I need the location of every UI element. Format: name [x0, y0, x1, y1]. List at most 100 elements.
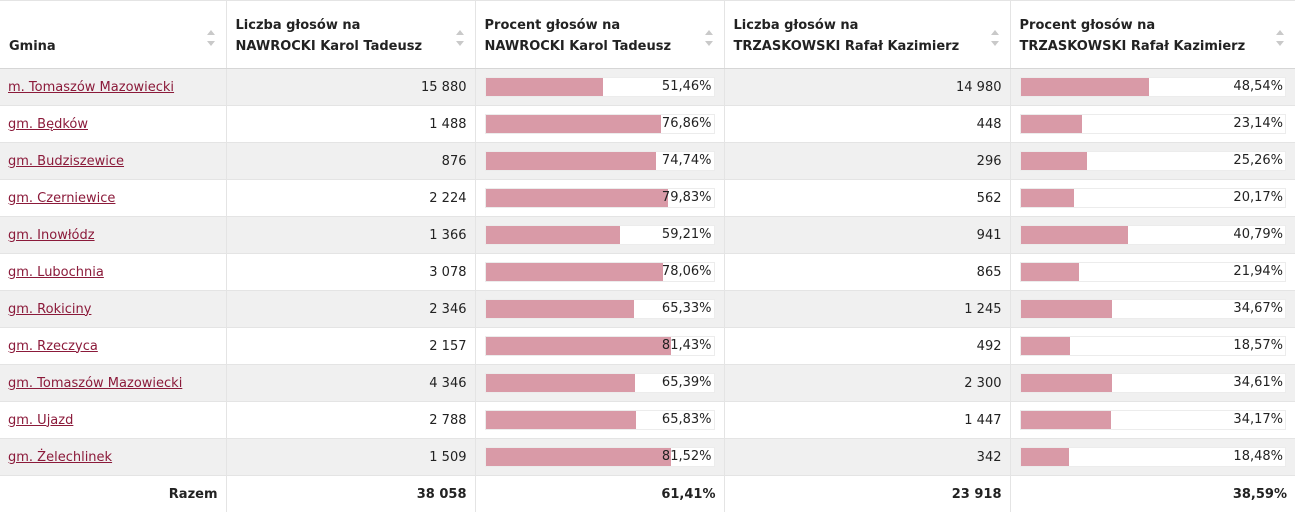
- gmina-cell: gm. Żelechlinek: [0, 438, 227, 476]
- total-percent-nawrocki: 61,41%: [475, 475, 725, 512]
- table-footer: Razem 38 058 61,41% 23 918 38,59%: [0, 475, 1295, 512]
- votes-nawrocki-cell: 876: [226, 142, 476, 180]
- percent-label: 25,26%: [1233, 153, 1283, 168]
- percent-bar: 51,46%: [484, 77, 715, 97]
- votes-nawrocki-cell: 1 488: [226, 105, 476, 143]
- percent-label: 40,79%: [1233, 227, 1283, 242]
- percent-bar-fill: [485, 226, 621, 244]
- votes-trzaskowski-cell: 941: [724, 216, 1011, 254]
- table-row: gm. Ujazd 2 788 65,83% 1 447 34,17%: [0, 401, 1295, 439]
- header-percent-trzaskowski[interactable]: Procent głosów na TRZASKOWSKI Rafał Kazim…: [1010, 0, 1295, 69]
- percent-label: 76,86%: [661, 116, 712, 131]
- percent-bar-fill: [485, 263, 664, 281]
- percent-bar-fill: [1020, 337, 1070, 355]
- percent-bar: 65,33%: [484, 299, 715, 319]
- table-row: gm. Budziszewice 876 74,74% 296 25,26%: [0, 142, 1295, 180]
- percent-bar-fill: [485, 374, 635, 392]
- votes-trzaskowski-cell: 296: [724, 142, 1011, 180]
- percent-bar-fill: [1020, 189, 1074, 207]
- percent-bar-fill: [1020, 448, 1070, 466]
- percent-bar-fill: [485, 152, 656, 170]
- percent-bar-fill: [485, 337, 672, 355]
- percent-label: 23,14%: [1233, 116, 1283, 131]
- percent-trzaskowski-cell: 21,94%: [1010, 253, 1295, 291]
- percent-trzaskowski-cell: 20,17%: [1010, 179, 1295, 217]
- gmina-link[interactable]: gm. Ujazd: [8, 412, 74, 428]
- percent-label: 81,43%: [661, 338, 712, 353]
- percent-bar: 74,74%: [484, 151, 715, 171]
- header-gmina[interactable]: Gmina: [0, 0, 227, 69]
- gmina-link[interactable]: m. Tomaszów Mazowiecki: [8, 79, 175, 95]
- gmina-cell: m. Tomaszów Mazowiecki: [0, 68, 227, 106]
- gmina-cell: gm. Rzeczyca: [0, 327, 227, 365]
- percent-bar-fill: [1020, 300, 1113, 318]
- votes-nawrocki-cell: 4 346: [226, 364, 476, 402]
- votes-trzaskowski-cell: 14 980: [724, 68, 1011, 106]
- column-header-label: Procent głosów na: [1019, 18, 1156, 33]
- percent-bar: 18,48%: [1019, 447, 1286, 467]
- gmina-link[interactable]: gm. Inowłódz: [8, 227, 95, 243]
- gmina-cell: gm. Ujazd: [0, 401, 227, 439]
- percent-bar: 21,94%: [1019, 262, 1286, 282]
- gmina-link[interactable]: gm. Żelechlinek: [8, 449, 113, 465]
- percent-label: 81,52%: [661, 449, 712, 464]
- votes-nawrocki-cell: 3 078: [226, 253, 476, 291]
- gmina-link[interactable]: gm. Czerniewice: [8, 190, 116, 206]
- total-label: Razem: [0, 475, 227, 512]
- percent-label: 34,67%: [1233, 301, 1283, 316]
- sort-icon[interactable]: [990, 30, 999, 46]
- percent-bar-fill: [1020, 374, 1113, 392]
- percent-bar: 34,61%: [1019, 373, 1286, 393]
- table-row: gm. Czerniewice 2 224 79,83% 562 20,17%: [0, 179, 1295, 217]
- gmina-link[interactable]: gm. Budziszewice: [8, 153, 125, 169]
- column-header-label: Procent głosów na: [484, 18, 621, 33]
- percent-bar: 34,67%: [1019, 299, 1286, 319]
- gmina-link[interactable]: gm. Będków: [8, 116, 88, 132]
- sort-icon[interactable]: [455, 30, 464, 46]
- percent-bar-fill: [1020, 78, 1149, 96]
- gmina-cell: gm. Tomaszów Mazowiecki: [0, 364, 227, 402]
- percent-label: 48,54%: [1233, 79, 1283, 94]
- percent-bar-fill: [485, 300, 635, 318]
- column-header-label: Liczba głosów na: [733, 18, 859, 33]
- percent-bar: 25,26%: [1019, 151, 1286, 171]
- column-header-label: Gmina: [9, 39, 56, 54]
- votes-trzaskowski-cell: 562: [724, 179, 1011, 217]
- gmina-link[interactable]: gm. Lubochnia: [8, 264, 104, 280]
- gmina-link[interactable]: gm. Tomaszów Mazowiecki: [8, 375, 183, 391]
- header-percent-nawrocki[interactable]: Procent głosów na NAWROCKI Karol Tadeusz: [475, 0, 725, 69]
- percent-label: 34,61%: [1233, 375, 1283, 390]
- votes-nawrocki-cell: 2 788: [226, 401, 476, 439]
- percent-bar: 81,43%: [484, 336, 715, 356]
- header-votes-nawrocki[interactable]: Liczba głosów na NAWROCKI Karol Tadeusz: [226, 0, 476, 69]
- votes-nawrocki-cell: 15 880: [226, 68, 476, 106]
- column-header-label: TRZASKOWSKI Rafał Kazimierz: [733, 39, 960, 54]
- percent-label: 79,83%: [661, 190, 712, 205]
- header-votes-trzaskowski[interactable]: Liczba głosów na TRZASKOWSKI Rafał Kazimi…: [724, 0, 1011, 69]
- percent-trzaskowski-cell: 48,54%: [1010, 68, 1295, 106]
- percent-nawrocki-cell: 74,74%: [475, 142, 725, 180]
- gmina-link[interactable]: gm. Rokiciny: [8, 301, 92, 317]
- percent-label: 65,83%: [661, 412, 712, 427]
- gmina-cell: gm. Inowłódz: [0, 216, 227, 254]
- percent-label: 78,06%: [661, 264, 712, 279]
- percent-bar: 20,17%: [1019, 188, 1286, 208]
- votes-nawrocki-cell: 2 224: [226, 179, 476, 217]
- table-header: Gmina Liczba głosów na NAWROCKI Karol Tade…: [0, 0, 1295, 69]
- percent-label: 65,39%: [661, 375, 712, 390]
- sort-icon[interactable]: [704, 30, 713, 46]
- total-votes-nawrocki: 38 058: [226, 475, 476, 512]
- percent-trzaskowski-cell: 34,67%: [1010, 290, 1295, 328]
- percent-nawrocki-cell: 65,39%: [475, 364, 725, 402]
- percent-label: 74,74%: [661, 153, 712, 168]
- gmina-link[interactable]: gm. Rzeczyca: [8, 338, 98, 354]
- percent-bar: 40,79%: [1019, 225, 1286, 245]
- sort-icon[interactable]: [206, 30, 215, 46]
- sort-icon[interactable]: [1276, 30, 1284, 46]
- gmina-cell: gm. Lubochnia: [0, 253, 227, 291]
- votes-trzaskowski-cell: 865: [724, 253, 1011, 291]
- gmina-cell: gm. Będków: [0, 105, 227, 143]
- column-header-label: TRZASKOWSKI Rafał Kazimierz: [1019, 39, 1246, 54]
- table-row: gm. Rzeczyca 2 157 81,43% 492 18,57%: [0, 327, 1295, 365]
- percent-nawrocki-cell: 78,06%: [475, 253, 725, 291]
